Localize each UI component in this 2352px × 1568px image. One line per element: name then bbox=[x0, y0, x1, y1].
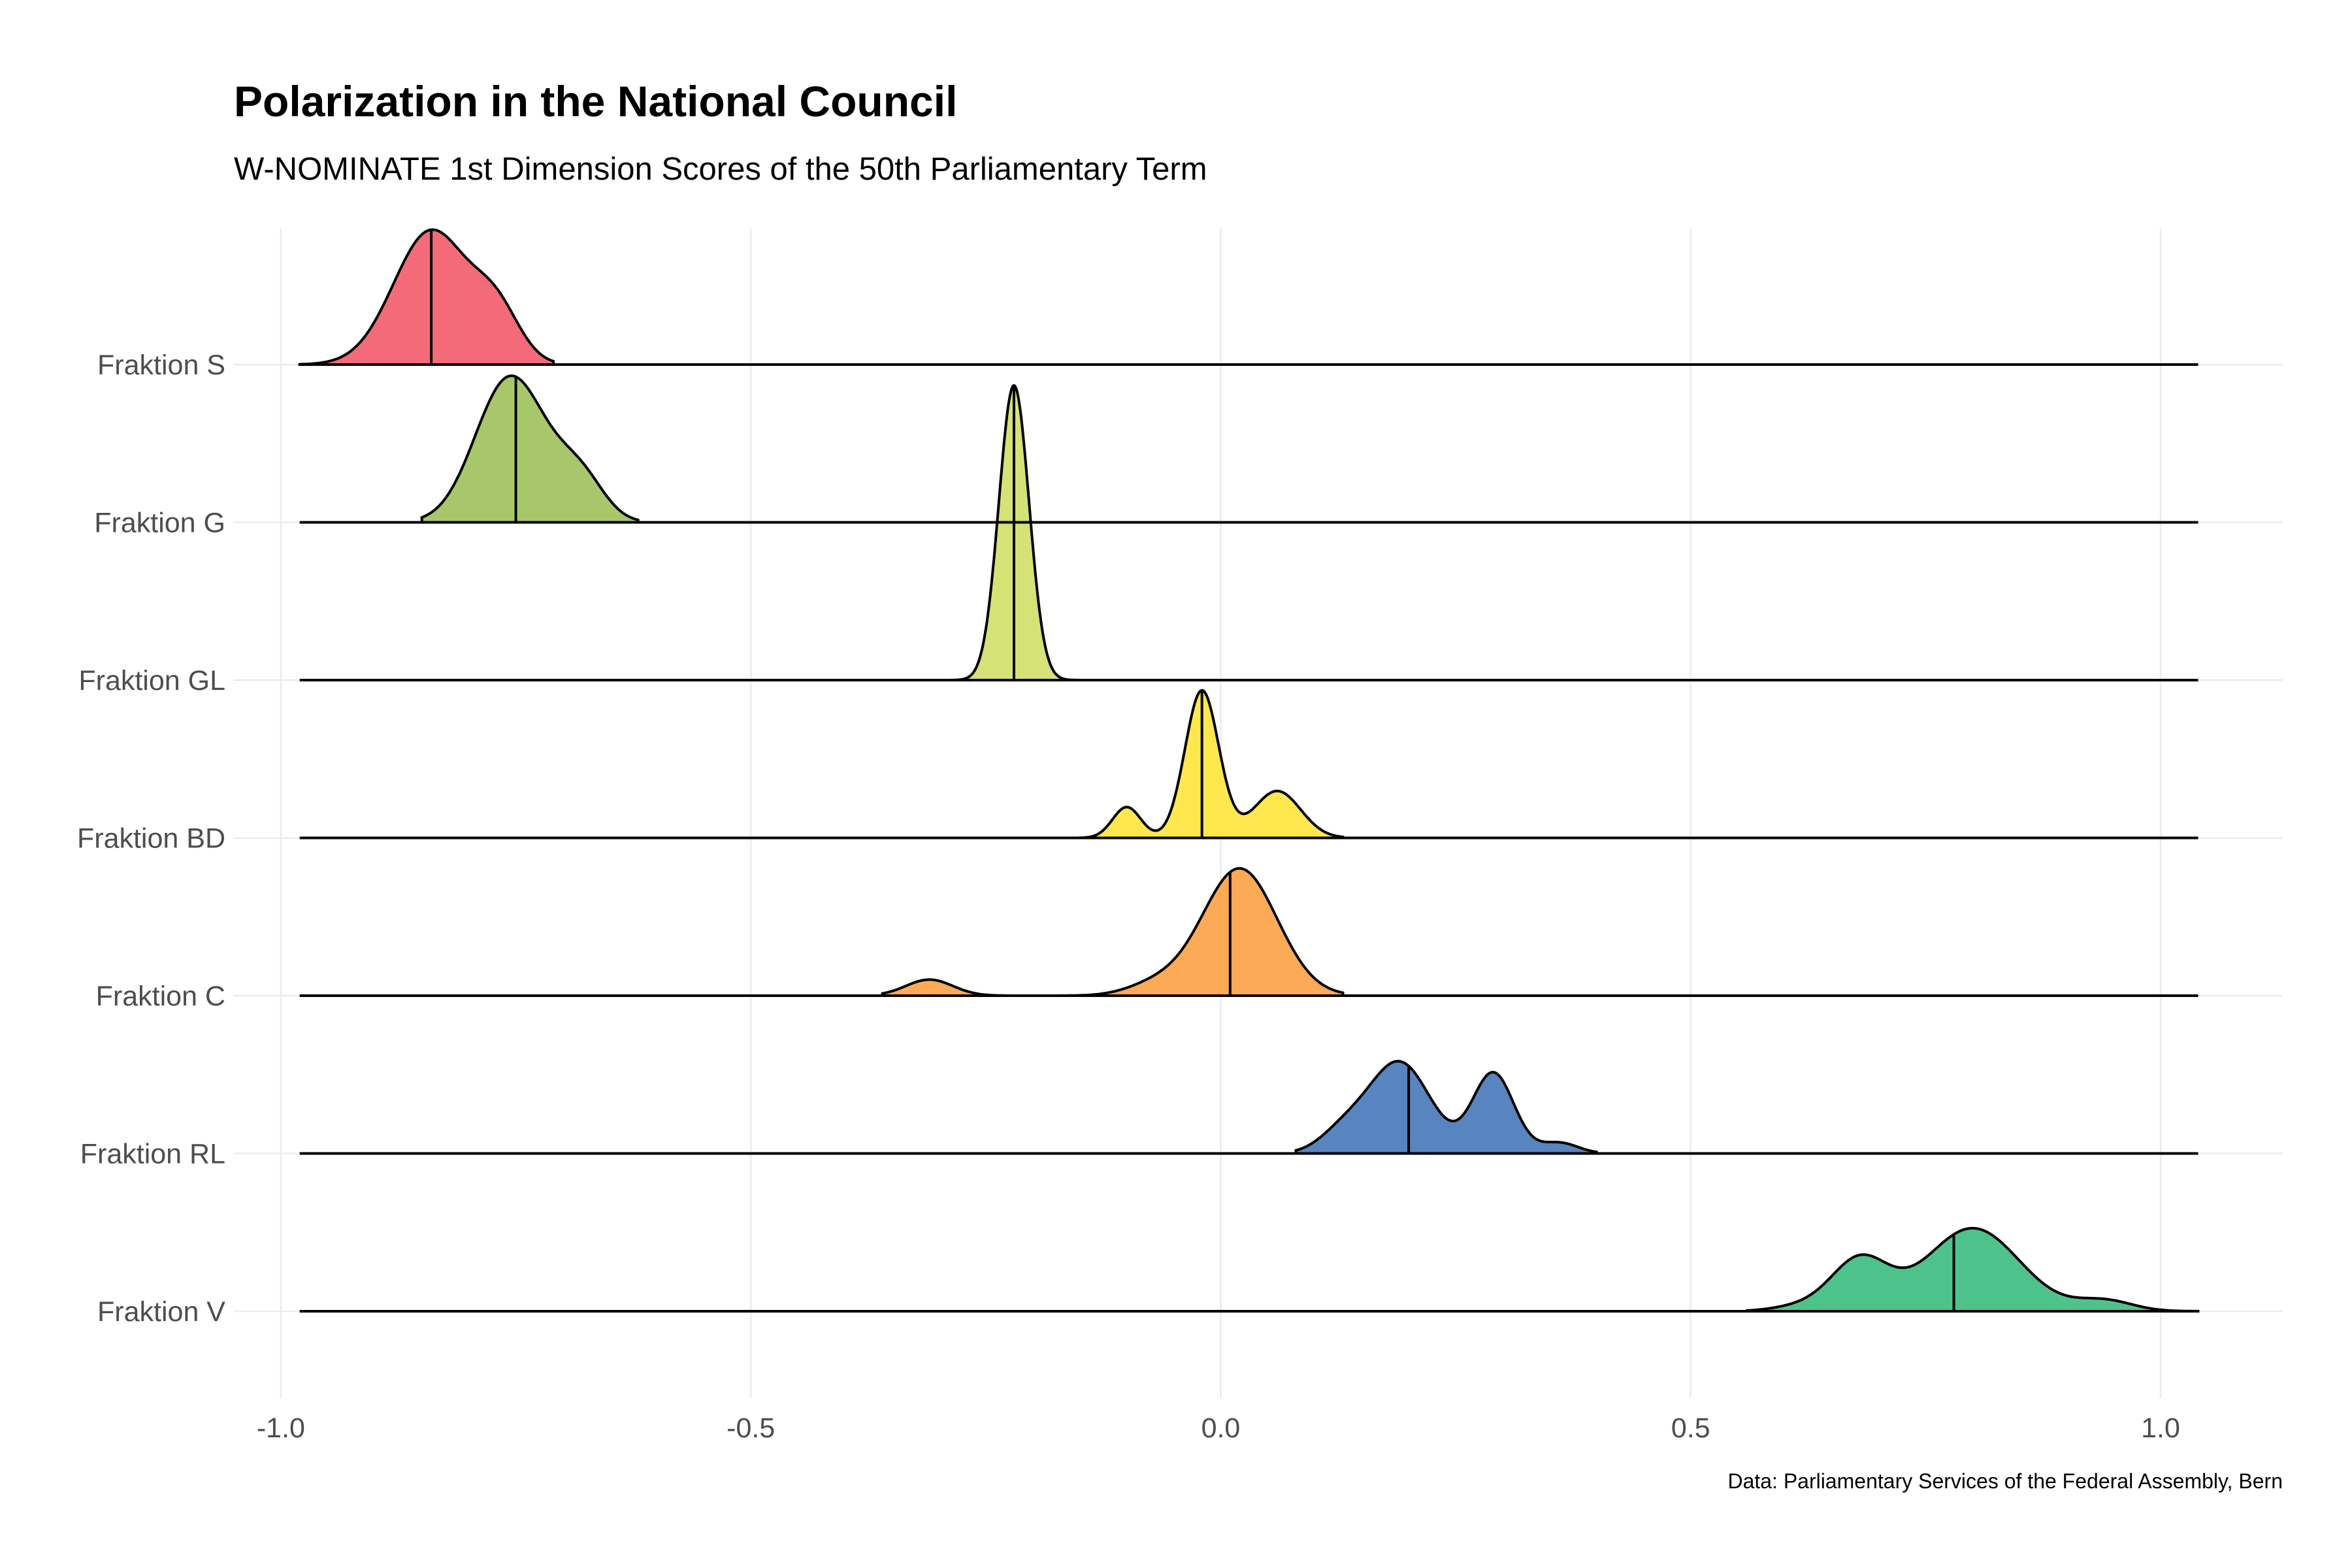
density-area bbox=[298, 228, 555, 366]
x-axis-labels: -1.0 -0.5 0.0 0.5 1.0 bbox=[257, 1413, 2180, 1444]
density-area bbox=[1078, 689, 1345, 840]
y-axis-labels: Fraktion S Fraktion G Fraktion GL Fraktion … bbox=[77, 350, 225, 1328]
chart-subtitle: W-NOMINATE 1st Dimension Scores of the 5… bbox=[234, 152, 1207, 187]
ridge-fraktion-v bbox=[299, 1226, 2200, 1313]
x-tick-label: -0.5 bbox=[727, 1413, 775, 1444]
x-tick-label: 0.5 bbox=[1671, 1413, 1710, 1444]
ridge-layer bbox=[298, 228, 2200, 1313]
x-tick-label: 1.0 bbox=[2141, 1413, 2180, 1444]
y-tick-label: Fraktion V bbox=[97, 1296, 225, 1328]
ridge-fraktion-c bbox=[299, 867, 2198, 997]
y-tick-label: Fraktion C bbox=[96, 981, 225, 1012]
chart-title: Polarization in the National Council bbox=[234, 77, 957, 125]
density-area bbox=[1746, 1226, 2200, 1313]
density-area bbox=[420, 374, 640, 524]
ridge-fraktion-rl bbox=[299, 1060, 2198, 1155]
chart-caption: Data: Parliamentary Services of the Fede… bbox=[1727, 1469, 2283, 1493]
y-tick-label: Fraktion RL bbox=[80, 1139, 225, 1170]
x-tick-label: -1.0 bbox=[257, 1413, 305, 1444]
density-area bbox=[1294, 1060, 1598, 1155]
y-tick-label: Fraktion BD bbox=[77, 823, 225, 855]
ridge-fraktion-bd bbox=[299, 689, 2198, 840]
ridge-fraktion-g bbox=[299, 374, 2198, 524]
y-tick-label: Fraktion S bbox=[97, 350, 225, 381]
ridge-fraktion-s bbox=[298, 228, 2198, 366]
ridge-fraktion-gl bbox=[299, 384, 2198, 681]
y-tick-label: Fraktion GL bbox=[78, 665, 225, 696]
density-area bbox=[881, 867, 1345, 997]
x-tick-label: 0.0 bbox=[1201, 1413, 1241, 1444]
y-tick-label: Fraktion G bbox=[94, 508, 225, 539]
